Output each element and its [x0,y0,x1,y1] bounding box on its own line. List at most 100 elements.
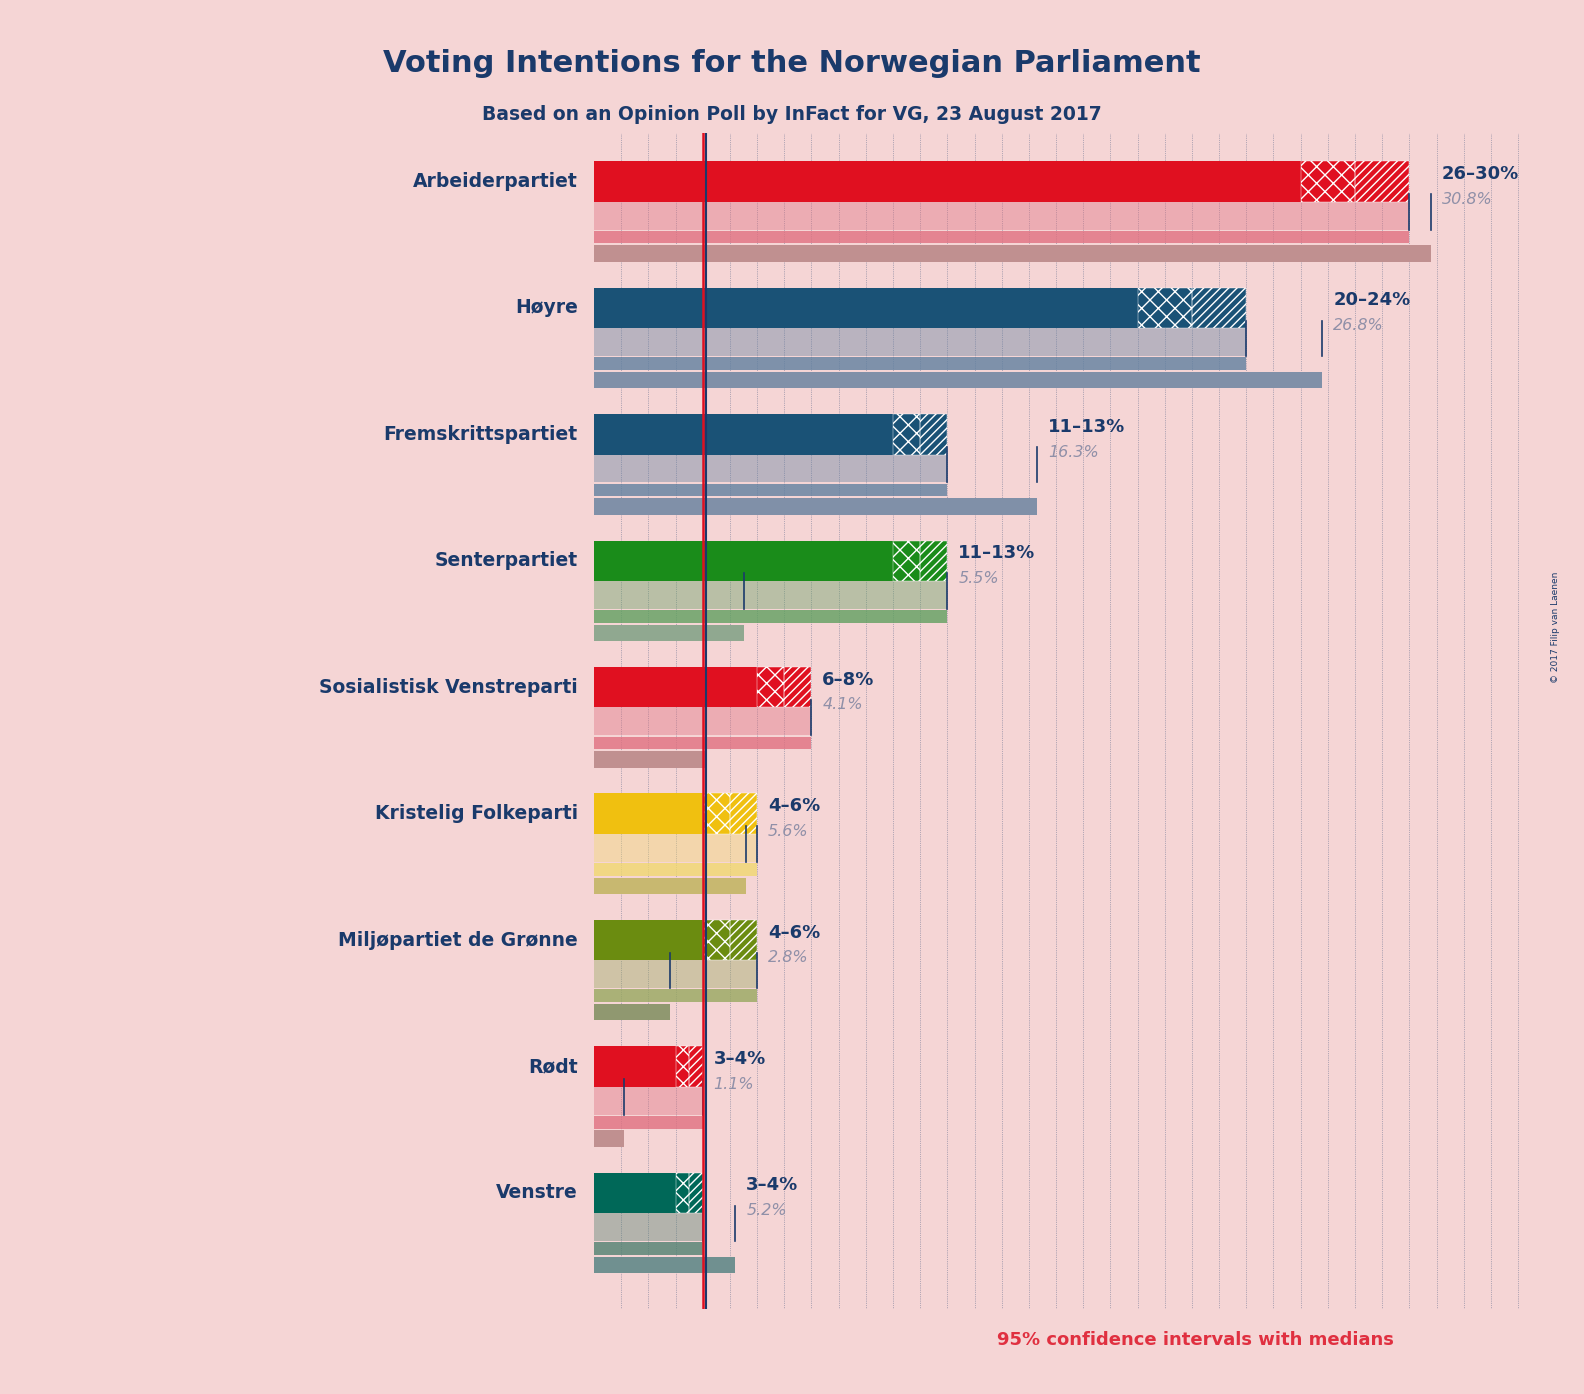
Text: 3–4%: 3–4% [714,1050,767,1068]
Bar [594,447,947,482]
Bar [730,793,757,834]
Bar [730,920,757,960]
Bar [594,1115,703,1129]
Bar [703,793,730,834]
Bar [703,793,730,834]
Bar [594,484,947,496]
Text: 1.1%: 1.1% [714,1076,754,1092]
Text: 11–13%: 11–13% [958,544,1036,562]
Text: Venstre: Venstre [496,1184,578,1203]
Bar [1137,287,1191,328]
Bar [676,1047,689,1087]
Bar [594,952,757,988]
Bar [594,611,947,623]
Bar [757,668,784,708]
Bar [594,793,703,834]
Bar [757,668,784,708]
Bar [594,357,1247,369]
Bar [784,668,811,708]
Bar [703,920,730,960]
Bar [893,541,920,581]
Bar [676,1172,689,1213]
Bar [1137,287,1191,328]
Bar [1191,287,1247,328]
Text: 3–4%: 3–4% [746,1177,798,1195]
Text: 20–24%: 20–24% [1334,291,1410,309]
Text: Sosialistisk Venstreparti: Sosialistisk Venstreparti [318,677,578,697]
Bar [594,625,743,641]
Bar [1354,162,1410,202]
Bar [594,827,757,861]
Bar [1300,162,1354,202]
Text: 5.5%: 5.5% [958,572,1000,585]
Text: 4–6%: 4–6% [768,797,821,815]
Bar [676,1047,689,1087]
Bar [594,245,1430,262]
Bar [594,194,1410,230]
Bar [920,541,947,581]
Bar [1300,162,1354,202]
Bar [594,1079,703,1115]
Text: © 2017 Filip van Laenen: © 2017 Filip van Laenen [1551,572,1560,683]
Bar [594,863,757,875]
Bar [594,162,1300,202]
Bar [594,231,1410,244]
Bar [689,1047,703,1087]
Bar [594,1004,670,1020]
Text: Rødt: Rødt [527,1057,578,1076]
Bar [594,1131,624,1147]
Bar [689,1172,703,1213]
Text: 30.8%: 30.8% [1441,192,1492,206]
Text: Miljøpartiet de Grønne: Miljøpartiet de Grønne [337,931,578,949]
Bar [893,414,920,454]
Bar [893,541,920,581]
Bar [594,414,893,454]
Bar [703,920,730,960]
Text: 4–6%: 4–6% [768,924,821,941]
Text: Kristelig Folkeparti: Kristelig Folkeparti [375,804,578,824]
Bar [594,668,757,708]
Bar [594,920,703,960]
Text: 5.2%: 5.2% [746,1203,787,1218]
Bar [594,541,893,581]
Bar [594,498,1038,514]
Bar [689,1172,703,1213]
Bar [920,414,947,454]
Text: 4.1%: 4.1% [822,697,863,712]
Bar [594,1047,676,1087]
Bar [594,878,746,894]
Text: Senterpartiet: Senterpartiet [434,552,578,570]
Text: 6–8%: 6–8% [822,671,874,689]
Bar [594,751,705,768]
Bar [893,414,920,454]
Text: 16.3%: 16.3% [1049,445,1099,460]
Bar [594,700,811,735]
Text: 2.8%: 2.8% [768,951,809,965]
Bar [594,321,1247,355]
Bar [594,372,1323,389]
Text: 26.8%: 26.8% [1334,318,1384,333]
Bar [920,541,947,581]
Bar [594,1172,676,1213]
Bar [1191,287,1247,328]
Text: Arbeiderpartiet: Arbeiderpartiet [413,171,578,191]
Bar [784,668,811,708]
Text: Fremskrittspartiet: Fremskrittspartiet [383,425,578,443]
Text: 11–13%: 11–13% [1049,418,1125,436]
Bar [594,1242,703,1255]
Bar [689,1047,703,1087]
Bar [594,990,757,1002]
Text: 26–30%: 26–30% [1441,164,1519,183]
Text: Based on an Opinion Poll by InFact for VG, 23 August 2017: Based on an Opinion Poll by InFact for V… [482,105,1102,124]
Text: 95% confidence intervals with medians: 95% confidence intervals with medians [996,1331,1394,1349]
Bar [594,736,811,749]
Bar [594,573,947,609]
Bar [1354,162,1410,202]
Bar [594,1257,735,1273]
Text: Voting Intentions for the Norwegian Parliament: Voting Intentions for the Norwegian Parl… [383,49,1201,78]
Bar [594,1206,703,1241]
Text: Høyre: Høyre [515,298,578,318]
Bar [676,1172,689,1213]
Bar [730,793,757,834]
Bar [730,920,757,960]
